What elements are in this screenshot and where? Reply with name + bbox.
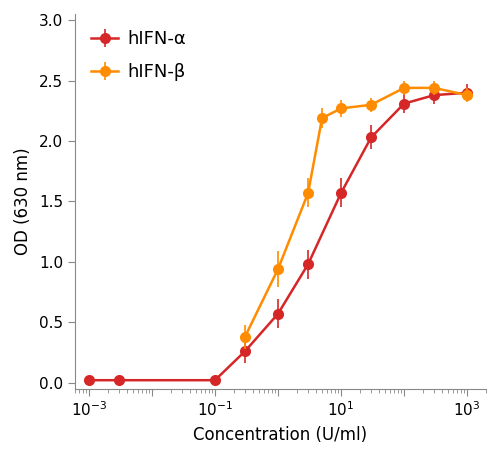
Y-axis label: OD (630 nm): OD (630 nm): [14, 147, 32, 255]
X-axis label: Concentration (U/ml): Concentration (U/ml): [194, 426, 368, 444]
Legend: hIFN-α, hIFN-β: hIFN-α, hIFN-β: [84, 23, 193, 88]
